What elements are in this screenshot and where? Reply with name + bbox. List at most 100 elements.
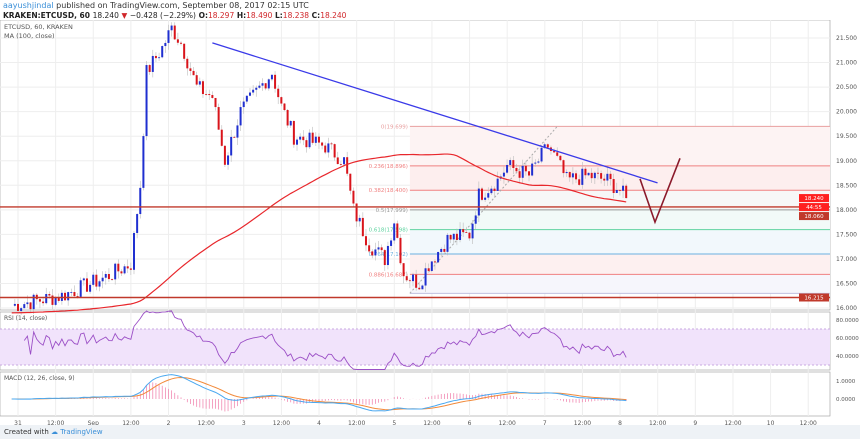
time-tick-label: Sep xyxy=(88,420,100,425)
candle xyxy=(42,301,45,304)
candle xyxy=(154,55,157,59)
candle xyxy=(490,188,493,194)
low-value: 18.238 xyxy=(282,11,310,20)
candle xyxy=(245,95,248,102)
price-chart[interactable]: 31 12:00 Sep 12:00 2 12:00 3 12:00 4 12:00 5 12:00 6… xyxy=(0,20,860,425)
candle xyxy=(565,171,568,174)
candle xyxy=(462,229,465,233)
author-link[interactable]: aayushjindal xyxy=(3,1,54,10)
candle xyxy=(528,171,531,176)
candle xyxy=(534,162,537,164)
candle xyxy=(173,25,176,40)
candle xyxy=(230,136,233,156)
macd-tick-label: 0.0000 xyxy=(836,397,856,403)
time-tick-label: 12:00 xyxy=(499,420,516,425)
rsi-tick-label: 40.0000 xyxy=(836,354,859,360)
candle xyxy=(32,294,35,310)
candle xyxy=(612,179,615,194)
candle xyxy=(82,278,85,281)
candle xyxy=(355,203,358,222)
candle xyxy=(343,157,346,165)
candle xyxy=(487,193,490,198)
publish-info: aayushjindal published on TradingView.co… xyxy=(3,1,309,10)
candle xyxy=(192,70,195,76)
ma-legend: MA (100, close) xyxy=(4,32,54,40)
candle xyxy=(17,303,19,311)
tradingview-link[interactable]: TradingView xyxy=(60,428,103,436)
time-tick-label: 7 xyxy=(543,420,547,425)
candle xyxy=(596,172,599,174)
candle xyxy=(67,292,70,301)
candle xyxy=(396,223,399,238)
price-label-box xyxy=(799,293,829,302)
candle xyxy=(95,274,98,287)
candle xyxy=(64,292,67,301)
candle xyxy=(321,142,324,146)
time-tick-label: 3 xyxy=(242,420,246,425)
candle xyxy=(346,157,349,174)
candle xyxy=(390,240,393,246)
candle xyxy=(38,299,41,302)
candle xyxy=(556,152,559,156)
time-tick-label: 8 xyxy=(618,420,622,425)
price-tick-label: 16.500 xyxy=(836,281,857,288)
candle xyxy=(575,173,578,180)
candle xyxy=(408,280,411,282)
candle xyxy=(205,94,208,95)
candle xyxy=(261,83,264,86)
candle xyxy=(440,248,443,252)
candle xyxy=(553,150,556,153)
candle xyxy=(358,217,361,222)
candle xyxy=(176,39,179,43)
candle xyxy=(380,247,383,251)
candle xyxy=(581,168,584,185)
candle xyxy=(452,233,455,240)
price-tick-label: 18.000 xyxy=(836,207,857,214)
candle xyxy=(76,296,79,297)
candle xyxy=(471,223,474,239)
candle xyxy=(412,274,415,282)
price-tick-label: 16.000 xyxy=(836,305,857,312)
time-tick-label: 12:00 xyxy=(649,420,666,425)
candle xyxy=(264,83,267,89)
price-tick-label: 19.000 xyxy=(836,158,857,165)
candle xyxy=(120,271,123,274)
fib-level-label: 0(19.699) xyxy=(381,124,408,130)
price-label: 44:55 xyxy=(806,205,822,211)
created-with: Created with xyxy=(4,428,49,436)
candle xyxy=(449,234,452,240)
close-value: 18.240 xyxy=(320,11,347,20)
candle xyxy=(606,173,609,181)
drawn-arrow xyxy=(639,158,681,225)
candle xyxy=(402,263,405,277)
rsi-tick-label: 80.0000 xyxy=(836,318,859,324)
candle xyxy=(559,155,562,161)
time-tick-label: 12:00 xyxy=(574,420,591,425)
fib-zone xyxy=(409,190,830,210)
macd-line xyxy=(11,374,627,412)
candle xyxy=(214,97,217,108)
symbol-bar: KRAKEN:ETCUSD, 60 18.240 ▼ −0.428 (−2.29… xyxy=(3,11,346,20)
candle xyxy=(590,172,593,179)
candle xyxy=(292,120,295,145)
fib-level-label: 0.886(16.687) xyxy=(369,272,408,278)
candle xyxy=(208,94,211,96)
candle xyxy=(270,74,273,80)
footer: Created with ☁ TradingView xyxy=(0,425,860,439)
candle xyxy=(603,178,606,181)
candle xyxy=(437,251,440,263)
candle xyxy=(189,68,192,71)
candle xyxy=(57,297,60,301)
macd-tick-label: 1.0000 xyxy=(836,379,856,385)
candle xyxy=(537,161,540,163)
tradingview-logo-icon: ☁ xyxy=(51,428,59,436)
time-tick-label: 12:00 xyxy=(800,420,817,425)
candle xyxy=(198,81,201,85)
candle xyxy=(132,232,135,270)
time-tick-label: 12:00 xyxy=(724,420,741,425)
price-tick-label: 21.500 xyxy=(836,35,857,42)
candle xyxy=(509,160,512,165)
candle xyxy=(48,294,51,296)
time-tick-label: 4 xyxy=(317,420,321,425)
macd-legend: MACD (12, 26, close, 9) xyxy=(4,375,75,382)
